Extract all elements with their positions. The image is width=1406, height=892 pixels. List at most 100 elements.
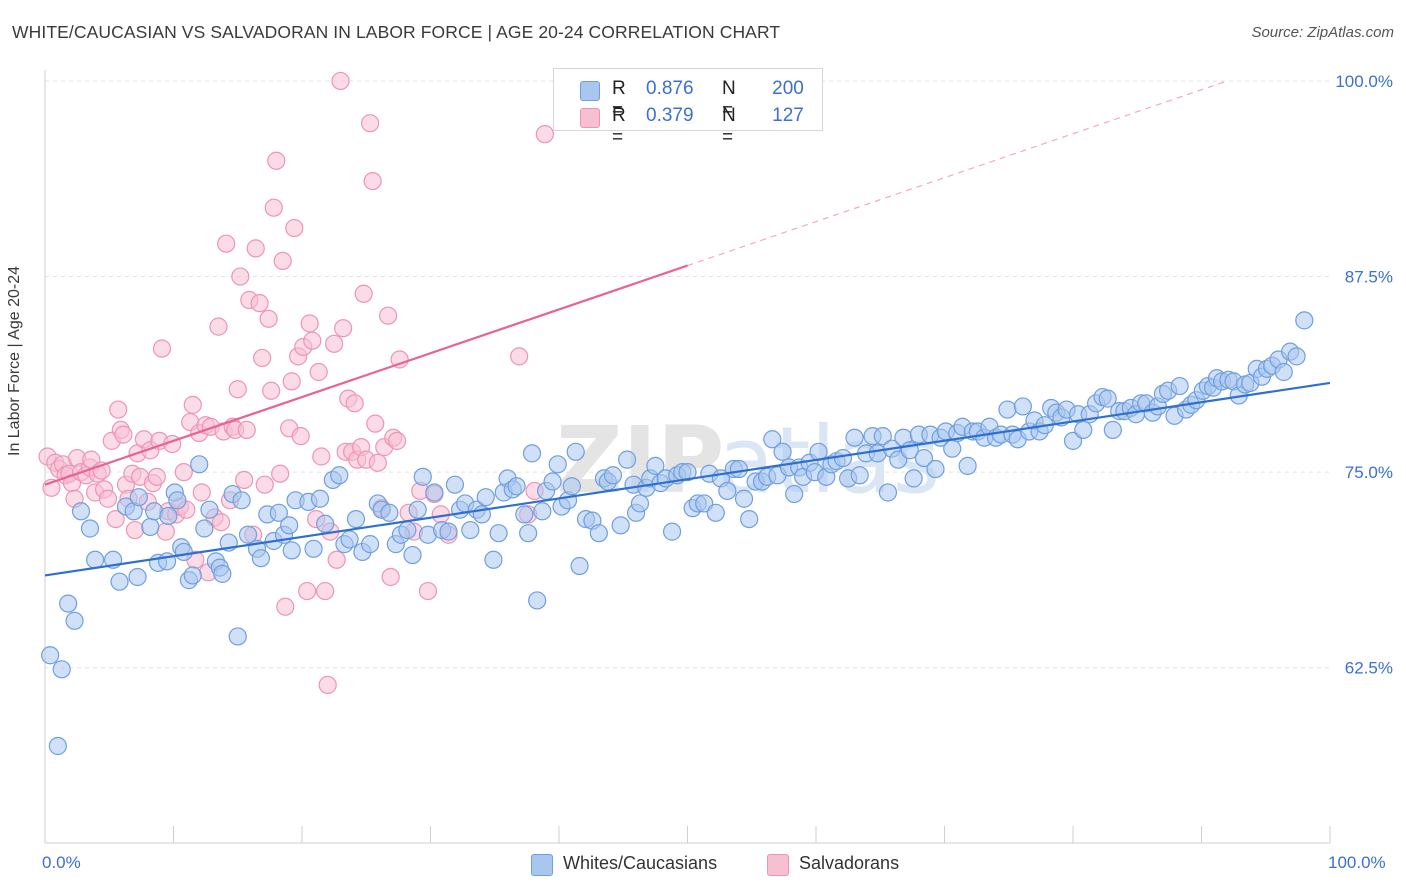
white-caucasian-point <box>543 472 562 491</box>
white-caucasian-trend-line <box>44 381 1331 577</box>
salvadoran-point <box>264 198 283 217</box>
legend-n-label: N = <box>722 105 736 148</box>
white-caucasian-point <box>646 456 665 475</box>
y-tick-label: 62.5% <box>1345 659 1393 678</box>
white-caucasian-point <box>773 442 792 461</box>
white-caucasian-point <box>528 591 547 610</box>
white-caucasian-point <box>926 459 945 479</box>
salvadoran-point <box>381 567 400 587</box>
white-caucasian-point <box>734 489 754 508</box>
white-caucasian-point <box>280 516 299 535</box>
white-caucasian-point <box>845 428 864 447</box>
salvadoran-point <box>259 309 278 328</box>
salvadoran-point <box>309 362 328 382</box>
salvadoran-point <box>366 414 385 433</box>
white-caucasian-point <box>86 550 105 569</box>
salvadoran-point <box>267 151 286 170</box>
white-caucasian-point <box>200 500 219 519</box>
white-caucasian-point <box>304 539 323 558</box>
salvadoran-trend-extension <box>687 80 1228 267</box>
salvadoran-point <box>192 483 211 502</box>
white-caucasian-point <box>413 467 432 486</box>
white-caucasian-point <box>904 469 923 488</box>
salvadoran-point <box>327 550 346 569</box>
white-caucasian-point <box>168 491 187 510</box>
chart-source: Source: ZipAtlas.com <box>1251 24 1394 41</box>
salvadoran-point <box>231 267 250 286</box>
white-caucasian-point <box>763 430 782 449</box>
white-caucasian-point <box>1013 397 1032 416</box>
salvadoran-point <box>334 319 353 338</box>
white-caucasian-point <box>515 505 534 524</box>
white-caucasian-point <box>1074 420 1093 439</box>
white-caucasian-point <box>662 522 682 541</box>
white-caucasian-point <box>346 509 366 529</box>
salvadoran-point <box>303 331 322 350</box>
white-caucasian-point <box>174 542 193 562</box>
white-caucasian-point <box>71 502 91 521</box>
salvadoran-point <box>368 453 387 472</box>
white-caucasian-point <box>213 564 232 583</box>
salvadoran-point <box>331 71 350 91</box>
salvadoran-point <box>147 467 166 486</box>
x-tick-label-min: 0.0% <box>42 853 81 872</box>
salvadoran-point <box>535 125 554 144</box>
bottom-legend-label-salvadorans: Salvadorans <box>799 853 900 873</box>
white-caucasian-point <box>398 520 417 540</box>
white-caucasian-point <box>141 517 160 537</box>
white-caucasian-point <box>943 439 962 458</box>
salvadoran-point <box>354 284 373 303</box>
white-caucasian-point <box>408 500 427 519</box>
white-caucasian-point <box>128 567 147 587</box>
salvadoran-point <box>152 339 172 358</box>
legend-r-label: R = <box>612 105 626 148</box>
salvadoran-point <box>282 372 301 391</box>
white-caucasian-point <box>729 459 749 479</box>
white-caucasian-point <box>1103 420 1122 439</box>
white-caucasian-point <box>833 448 853 468</box>
legend-r-value: 0.876 <box>646 78 694 99</box>
white-caucasian-point <box>269 503 288 522</box>
salvadoran-points <box>38 71 575 695</box>
salvadoran-point <box>345 394 364 413</box>
legend-n-value: 200 <box>772 78 804 99</box>
bottom-legend-swatch-salvadorans <box>767 854 789 876</box>
white-caucasian-point <box>41 646 60 665</box>
white-caucasian-point <box>1170 376 1189 396</box>
white-caucasian-point <box>439 522 458 541</box>
legend-swatch-whites <box>580 81 600 101</box>
white-caucasian-point <box>785 484 804 504</box>
salvadoran-point <box>300 314 319 333</box>
white-caucasian-point <box>589 524 608 543</box>
white-caucasian-point <box>507 477 526 496</box>
white-caucasian-point <box>566 442 585 461</box>
white-caucasian-point <box>533 502 552 521</box>
salvadoran-point <box>250 294 269 313</box>
white-caucasian-point <box>1287 347 1306 366</box>
salvadoran-point <box>316 581 335 601</box>
white-caucasian-point <box>740 509 759 529</box>
white-caucasian-point <box>403 545 422 565</box>
salvadoran-point <box>174 463 193 482</box>
white-caucasian-point <box>998 400 1017 419</box>
legend-n-value: 127 <box>772 105 804 126</box>
salvadoran-point <box>390 350 409 369</box>
salvadoran-point <box>378 306 398 325</box>
salvadoran-point <box>361 114 380 133</box>
salvadoran-point <box>253 348 272 368</box>
white-caucasian-point <box>183 566 202 585</box>
salvadoran-point <box>156 522 175 541</box>
white-caucasian-point <box>519 524 538 543</box>
salvadoran-point <box>125 520 145 540</box>
salvadoran-point <box>291 427 310 446</box>
white-caucasian-point <box>718 481 737 501</box>
salvadoran-trend-line <box>44 264 688 486</box>
white-caucasian-point <box>562 477 581 496</box>
white-caucasian-point <box>159 506 178 526</box>
white-caucasian-point <box>618 450 637 469</box>
white-caucasian-point <box>850 466 869 485</box>
white-caucasian-point <box>489 524 508 543</box>
white-caucasian-point <box>110 572 129 591</box>
white-caucasian-point <box>958 456 977 475</box>
